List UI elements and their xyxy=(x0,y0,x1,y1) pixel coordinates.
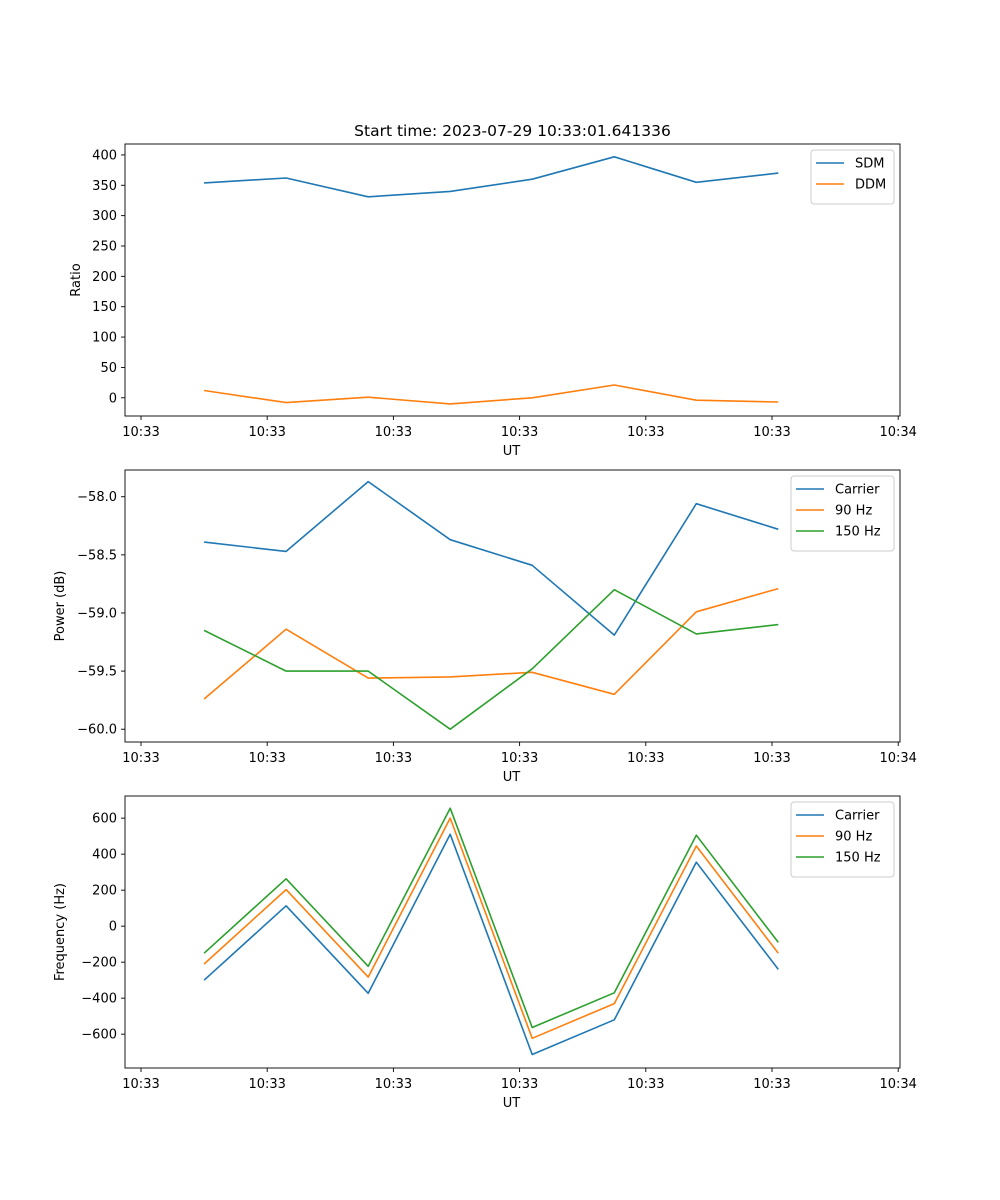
legend: Carrier 90 Hz 150 Hz xyxy=(790,475,895,552)
x-tick-label: 10:33 xyxy=(627,425,664,440)
legend-label: 90 Hz xyxy=(835,830,872,845)
panel-3: 10:33 10:33 10:33 10:33 10:33 10:33 10:34 UT −60… xyxy=(53,795,917,1111)
x-tick-label: 10:34 xyxy=(879,751,916,766)
legend: Carrier 90 Hz 150 Hz xyxy=(790,801,895,878)
x-tick-label: 10:33 xyxy=(375,425,412,440)
x-tick-label: 10:33 xyxy=(122,425,159,440)
x-tick-label: 10:33 xyxy=(627,1077,664,1092)
legend-box xyxy=(790,475,895,552)
y-tick-label: 100 xyxy=(92,331,117,346)
panel-1: Start time: 2023-07-29 10:33:01.641336 10… xyxy=(69,122,917,459)
x-tick-label: 10:34 xyxy=(879,425,916,440)
y-tick-label: 200 xyxy=(92,270,117,285)
x-tick-label: 10:33 xyxy=(248,751,285,766)
axes-frame xyxy=(124,143,901,417)
series-line-150-hz xyxy=(203,807,779,1029)
x-tick-label: 10:33 xyxy=(122,1077,159,1092)
series-line-carrier xyxy=(203,833,779,1056)
y-tick-label: −59.5 xyxy=(77,665,117,680)
series-line-carrier xyxy=(204,480,779,636)
series-line-90-hz xyxy=(203,817,779,1040)
legend-label: 150 Hz xyxy=(835,525,881,540)
y-tick-label: −60.0 xyxy=(77,723,117,738)
y-tick-label: −58.0 xyxy=(77,490,117,505)
y-tick-label: −59.0 xyxy=(77,606,117,621)
x-tick-label: 10:33 xyxy=(375,1077,412,1092)
legend-box xyxy=(790,801,895,878)
legend-label: 90 Hz xyxy=(835,504,872,519)
x-axis-label: UT xyxy=(503,444,521,459)
y-tick-label: 50 xyxy=(100,361,117,376)
x-tick-label: 10:33 xyxy=(122,751,159,766)
series-line-150-hz xyxy=(203,588,779,731)
y-tick-label: 300 xyxy=(92,209,117,224)
y-axis-label: Power (dB) xyxy=(53,571,68,642)
x-tick-label: 10:33 xyxy=(753,1077,790,1092)
axes-frame xyxy=(124,469,901,743)
x-tick-label: 10:34 xyxy=(879,1077,916,1092)
legend: SDM DDM xyxy=(810,149,895,205)
legend-label: Carrier xyxy=(835,809,880,824)
y-axis-label: Frequency (Hz) xyxy=(53,883,68,981)
y-tick-label: −200 xyxy=(81,956,117,971)
panel-2: 10:33 10:33 10:33 10:33 10:33 10:33 10:34 UT −60… xyxy=(53,469,917,785)
chart-title: Start time: 2023-07-29 10:33:01.641336 xyxy=(354,122,671,140)
x-tick-label: 10:33 xyxy=(248,425,285,440)
legend-label: SDM xyxy=(855,157,884,172)
series-line-ddm xyxy=(203,384,779,405)
x-tick-label: 10:33 xyxy=(753,425,790,440)
legend-label: Carrier xyxy=(835,483,880,498)
y-tick-label: −400 xyxy=(81,992,117,1007)
x-tick-label: 10:33 xyxy=(501,751,538,766)
y-tick-label: −600 xyxy=(81,1028,117,1043)
y-tick-label: 150 xyxy=(92,300,117,315)
x-tick-label: 10:33 xyxy=(753,751,790,766)
y-axis-label: Ratio xyxy=(69,263,84,296)
series-line-90-hz xyxy=(203,587,779,700)
x-axis-label: UT xyxy=(503,770,521,785)
y-tick-label: 350 xyxy=(92,179,117,194)
y-tick-label: 0 xyxy=(109,920,117,935)
legend-label: DDM xyxy=(855,178,886,193)
x-tick-label: 10:33 xyxy=(627,751,664,766)
y-tick-label: 600 xyxy=(92,812,117,827)
y-tick-label: 400 xyxy=(92,848,117,863)
legend-label: 150 Hz xyxy=(835,851,881,866)
x-tick-label: 10:33 xyxy=(375,751,412,766)
y-tick-label: 0 xyxy=(109,391,117,406)
x-axis-label: UT xyxy=(503,1096,521,1111)
y-tick-label: −58.5 xyxy=(77,548,117,563)
y-tick-label: 400 xyxy=(92,148,117,163)
x-tick-label: 10:33 xyxy=(248,1077,285,1092)
x-tick-label: 10:33 xyxy=(501,425,538,440)
y-tick-label: 200 xyxy=(92,884,117,899)
axes-frame xyxy=(124,795,901,1069)
x-tick-label: 10:33 xyxy=(501,1077,538,1092)
series-line-sdm xyxy=(204,156,779,198)
y-tick-label: 250 xyxy=(92,240,117,255)
